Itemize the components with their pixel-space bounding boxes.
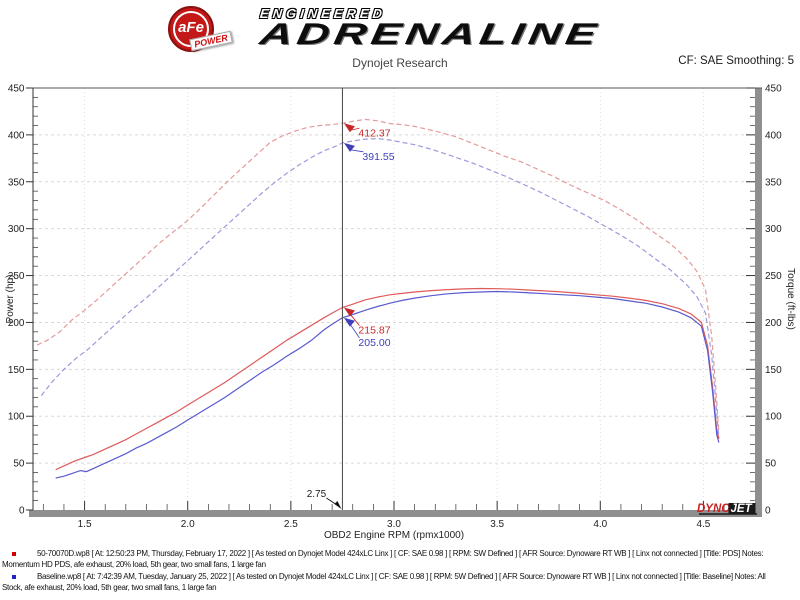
afe-badge-text: aFe <box>178 19 204 36</box>
x-axis-bar <box>29 510 762 517</box>
svg-text:300: 300 <box>8 224 25 235</box>
svg-text:350: 350 <box>8 177 25 188</box>
svg-text:50: 50 <box>13 459 25 470</box>
run-pds-text-line1: 50-70070D.wp8 [ At: 12:50:23 PM, Thursda… <box>37 549 764 558</box>
chart-title: Dynojet Research <box>352 56 448 70</box>
left-axis-title: Power (hp) <box>5 275 16 324</box>
cursor-value-label-412.37: 412.37 <box>343 123 391 139</box>
svg-text:215.87: 215.87 <box>358 325 390 337</box>
svg-text:4.5: 4.5 <box>696 519 710 530</box>
svg-text:2.75: 2.75 <box>307 489 327 500</box>
run-baseline-text-line1: Baseline.wp8 [ At: 7:42:39 AM, Tuesday, … <box>37 572 766 581</box>
svg-text:250: 250 <box>8 271 25 282</box>
right-axis-bar <box>755 88 762 517</box>
svg-text:2.0: 2.0 <box>181 519 195 530</box>
run-pds-text-line2: Momentum HD PDS, afe exhaust, 20% load, … <box>2 560 266 569</box>
svg-text:450: 450 <box>765 84 782 95</box>
svg-text:100: 100 <box>765 412 782 423</box>
svg-text:100: 100 <box>8 412 25 423</box>
run-entry-pds: 50-70070D.wp8 [ At: 12:50:23 PM, Thursda… <box>0 548 800 570</box>
svg-text:400: 400 <box>8 130 25 141</box>
run-baseline-text-line2: Stock, afe exhaust, 20% load, 5th gear, … <box>2 583 217 592</box>
svg-text:391.55: 391.55 <box>362 151 394 163</box>
svg-text:0: 0 <box>765 506 771 517</box>
svg-text:3.0: 3.0 <box>387 519 401 530</box>
series-pds-torque <box>36 118 720 434</box>
svg-text:200: 200 <box>8 318 25 329</box>
run-pds-marker-icon <box>12 552 16 556</box>
svg-text:JET: JET <box>731 503 753 515</box>
svg-text:150: 150 <box>765 365 782 376</box>
cursor-value-label-205.00: 205.00 <box>343 317 391 349</box>
series-baseline-torque <box>40 137 720 439</box>
right-axis-title: Torque (ft-lbs) <box>785 268 796 330</box>
svg-text:4.0: 4.0 <box>593 519 607 530</box>
run-entry-baseline: Baseline.wp8 [ At: 7:42:39 AM, Tuesday, … <box>0 571 800 593</box>
axis-frame <box>29 87 762 517</box>
afe-power-badge-icon: aFe POWER <box>168 6 233 52</box>
cursor-value-label-215.87: 215.87 <box>343 307 391 337</box>
svg-text:1.5: 1.5 <box>78 519 92 530</box>
dynojet-logo: DYNO JET <box>697 503 757 515</box>
cursor-rpm-annotation: 2.75 <box>307 489 342 509</box>
svg-text:250: 250 <box>765 271 782 282</box>
svg-text:412.37: 412.37 <box>358 127 390 139</box>
svg-text:50: 50 <box>765 459 777 470</box>
run-descriptions: 50-70070D.wp8 [ At: 12:50:23 PM, Thursda… <box>0 548 800 594</box>
svg-text:0: 0 <box>19 506 25 517</box>
svg-text:DYNO: DYNO <box>697 503 730 515</box>
series-baseline-power <box>55 290 720 479</box>
svg-text:2.5: 2.5 <box>284 519 298 530</box>
svg-text:300: 300 <box>765 224 782 235</box>
svg-text:3.5: 3.5 <box>490 519 504 530</box>
x-axis-title: OBD2 Engine RPM (rpmx1000) <box>324 530 464 541</box>
smoothing-setting: CF: SAE Smoothing: 5 <box>678 55 794 67</box>
cursor-value-label-391.55: 391.55 <box>343 142 395 163</box>
series-curves <box>36 118 720 479</box>
gridlines <box>33 88 755 510</box>
run-baseline-marker-icon <box>12 575 16 579</box>
svg-text:350: 350 <box>765 177 782 188</box>
svg-text:200: 200 <box>765 318 782 329</box>
axis-tick-labels: 0 0 50 50 100 100 150 150 200 200 250 250 300 300 350 3… <box>8 84 782 531</box>
series-pds-power <box>55 287 720 471</box>
svg-text:450: 450 <box>8 84 25 95</box>
svg-text:150: 150 <box>8 365 25 376</box>
svg-text:205.00: 205.00 <box>358 337 390 349</box>
svg-text:400: 400 <box>765 130 782 141</box>
